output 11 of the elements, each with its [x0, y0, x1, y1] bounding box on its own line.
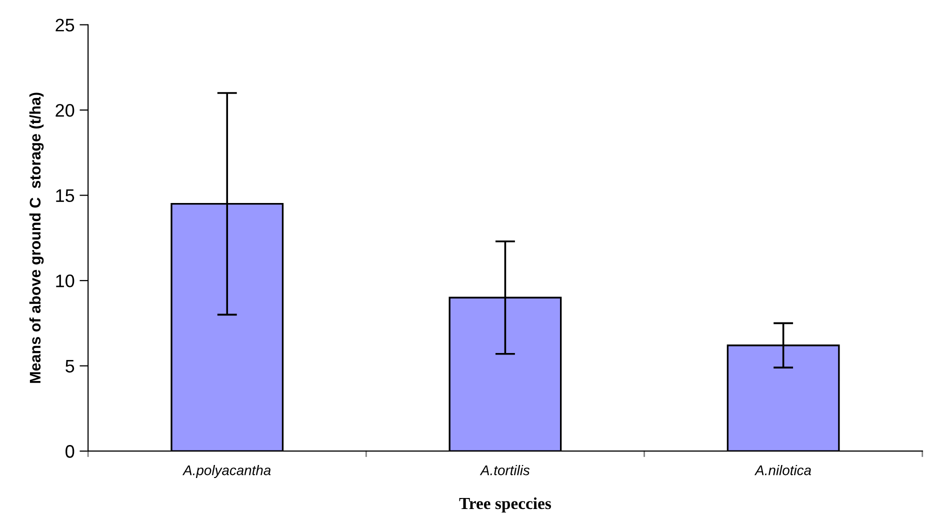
x-tick-label: A.polyacantha [182, 465, 271, 478]
y-axis-title: Means of above ground C storage (t/ha) [29, 92, 44, 383]
y-tick-label: 5 [66, 360, 74, 373]
y-tick-label: 25 [56, 18, 74, 32]
y-tick-label: 20 [56, 104, 74, 117]
x-axis-title: Tree speccies [459, 497, 552, 513]
y-tick-label: 15 [56, 189, 74, 202]
y-tick-label: 0 [66, 445, 74, 458]
x-tick-label: A.nilotica [754, 465, 812, 476]
x-tick-label: A.tortilis [480, 465, 530, 476]
y-tick-label: 10 [56, 274, 74, 288]
